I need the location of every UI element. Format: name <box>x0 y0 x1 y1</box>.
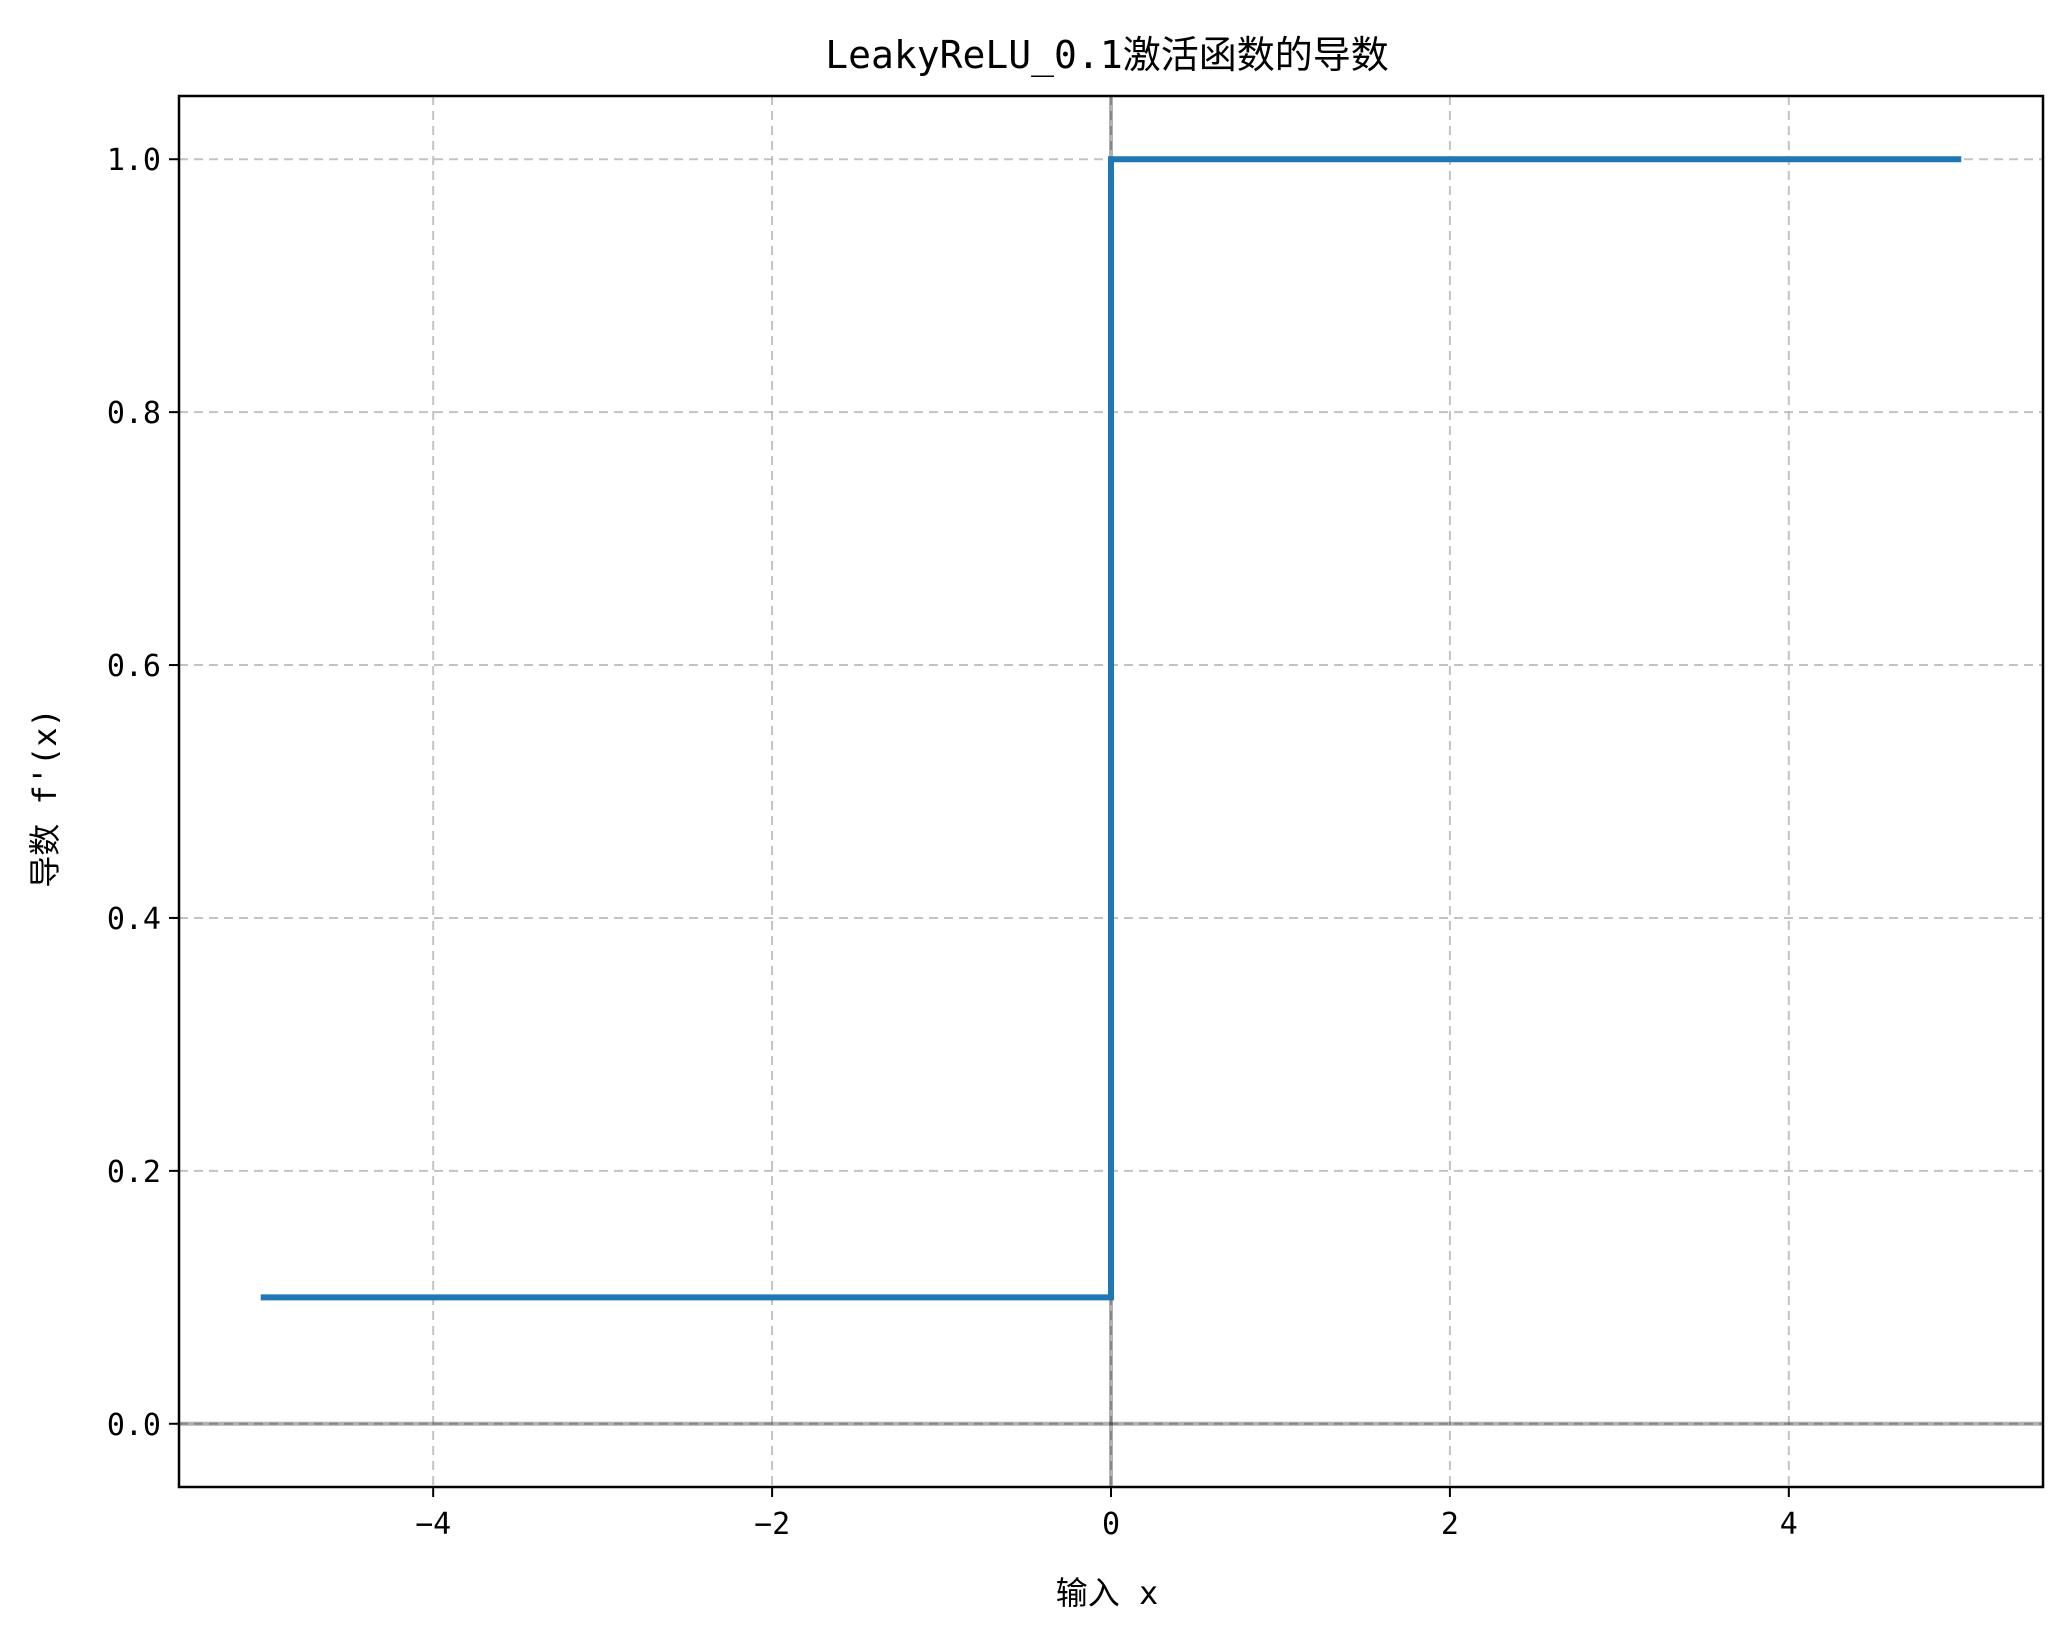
y-tick-label: 0.4 <box>107 902 161 937</box>
x-tick-label: 4 <box>1780 1507 1798 1542</box>
y-tick-label: 0.8 <box>107 396 161 431</box>
y-axis-label: 导数 f'(x) <box>26 708 64 888</box>
plot-area: −4 −2 0 2 4 0.0 0.2 0.4 0.6 0.8 1.0 <box>107 94 2045 1542</box>
y-tick-label: 0.2 <box>107 1155 161 1190</box>
y-tick-label: 1.0 <box>107 143 161 178</box>
y-tick-label: 0.0 <box>107 1408 161 1443</box>
data-series-line <box>260 156 1962 1301</box>
y-tick-label: 0.6 <box>107 649 161 684</box>
chart-title: LeakyReLU_0.1激活函数的导数 <box>825 33 1388 78</box>
x-tick-label: −4 <box>415 1507 451 1542</box>
x-axis-label: 输入 x <box>1056 1574 1159 1612</box>
x-tick-label: 0 <box>1102 1507 1120 1542</box>
x-tick-label: −2 <box>754 1507 790 1542</box>
x-tick-label: 2 <box>1441 1507 1459 1542</box>
